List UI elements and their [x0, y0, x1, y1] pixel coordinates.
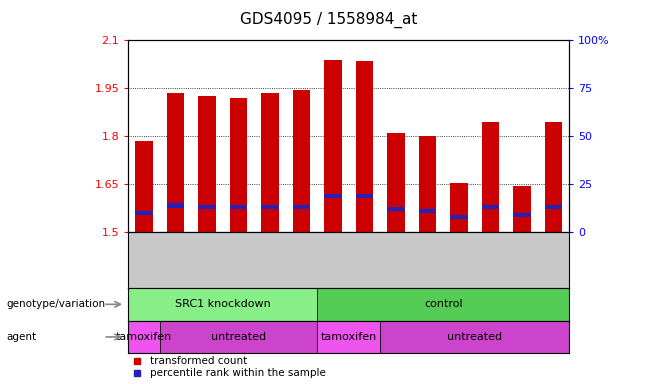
Bar — [167, 204, 184, 207]
Text: SRC1 knockdown: SRC1 knockdown — [175, 299, 270, 310]
Bar — [128, 288, 317, 321]
Bar — [513, 213, 530, 217]
Bar — [160, 321, 317, 353]
Bar — [418, 136, 436, 232]
Bar — [317, 288, 569, 321]
Bar — [167, 93, 184, 232]
Bar — [450, 215, 468, 219]
Bar — [261, 205, 279, 209]
Text: tamoxifen: tamoxifen — [116, 332, 172, 342]
Text: tamoxifen: tamoxifen — [320, 332, 377, 342]
Bar — [418, 209, 436, 213]
Bar — [136, 141, 153, 232]
Bar — [482, 122, 499, 232]
Text: agent: agent — [7, 332, 37, 342]
Bar — [324, 60, 342, 232]
Bar — [293, 90, 310, 232]
Bar — [450, 183, 468, 232]
Text: transformed count: transformed count — [150, 356, 247, 366]
Bar — [198, 205, 216, 209]
Bar — [198, 96, 216, 232]
Bar — [380, 321, 569, 353]
Text: percentile rank within the sample: percentile rank within the sample — [150, 368, 326, 379]
Bar — [482, 205, 499, 209]
Bar — [545, 205, 562, 209]
Bar — [545, 122, 562, 232]
Bar — [513, 186, 530, 232]
Bar — [293, 205, 310, 209]
Bar — [128, 321, 160, 353]
Bar — [136, 211, 153, 215]
Bar — [230, 98, 247, 232]
Bar — [356, 194, 373, 198]
Text: genotype/variation: genotype/variation — [7, 299, 106, 310]
Bar — [230, 205, 247, 209]
Bar — [324, 194, 342, 198]
Bar — [388, 133, 405, 232]
Bar — [388, 207, 405, 211]
Bar — [356, 61, 373, 232]
Text: untreated: untreated — [447, 332, 502, 342]
Text: control: control — [424, 299, 463, 310]
Text: GDS4095 / 1558984_at: GDS4095 / 1558984_at — [240, 12, 418, 28]
Text: untreated: untreated — [211, 332, 266, 342]
Bar — [317, 321, 380, 353]
Bar — [261, 93, 279, 232]
